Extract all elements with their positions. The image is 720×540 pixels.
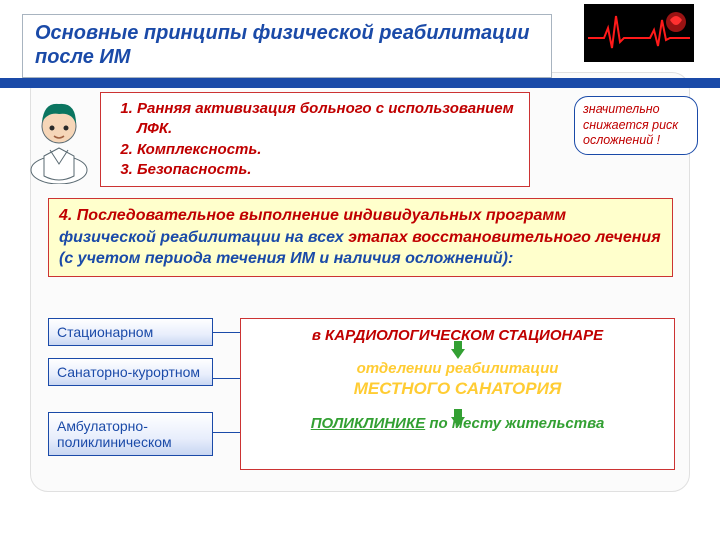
- connector-line: [213, 378, 241, 379]
- callout-bubble: значительно снижается риск осложнений !: [574, 96, 698, 155]
- slide-title: Основные принципы физической реабилитаци…: [22, 14, 552, 78]
- doctor-avatar-icon: [28, 92, 90, 184]
- connector-line: [213, 332, 241, 333]
- seq-text-red: этапах восстановительного лечения: [348, 229, 661, 246]
- principles-list-box: Ранняя активизация больного с использова…: [100, 92, 530, 187]
- down-arrow-icon: [451, 417, 465, 427]
- principle-item: Безопасность.: [137, 160, 519, 180]
- stage-label-rehab-dept: отделении реабилитации: [245, 360, 670, 377]
- stages-flow-box: в КАРДИОЛОГИЧЕСКОМ СТАЦИОНАРЕ отделении …: [240, 318, 675, 470]
- ecg-monitor-graphic: [584, 4, 694, 62]
- principle-item: Комплексность.: [137, 140, 519, 160]
- seq-text-red: 4. Последовательное выполнение индивидуа…: [59, 207, 566, 224]
- stage-button-stationary: Стационарном: [48, 318, 213, 346]
- blue-stripe: [0, 78, 720, 88]
- principle-item: Ранняя активизация больного с использова…: [137, 99, 519, 140]
- down-arrow-icon: [451, 349, 465, 359]
- stage-label-sanatorium: МЕСТНОГО САНАТОРИЯ: [245, 379, 670, 399]
- seq-text-blue: физической реабилитации на всех: [59, 229, 348, 246]
- seq-text-blue: (с учетом периода течения ИМ и наличия о…: [59, 250, 513, 267]
- stage-button-sanatorium: Санаторно-курортном: [48, 358, 213, 386]
- sequential-box: 4. Последовательное выполнение индивидуа…: [48, 198, 673, 277]
- connector-line: [213, 432, 241, 433]
- stage-button-polyclinic: Амбулаторно-поликлиническом: [48, 412, 213, 456]
